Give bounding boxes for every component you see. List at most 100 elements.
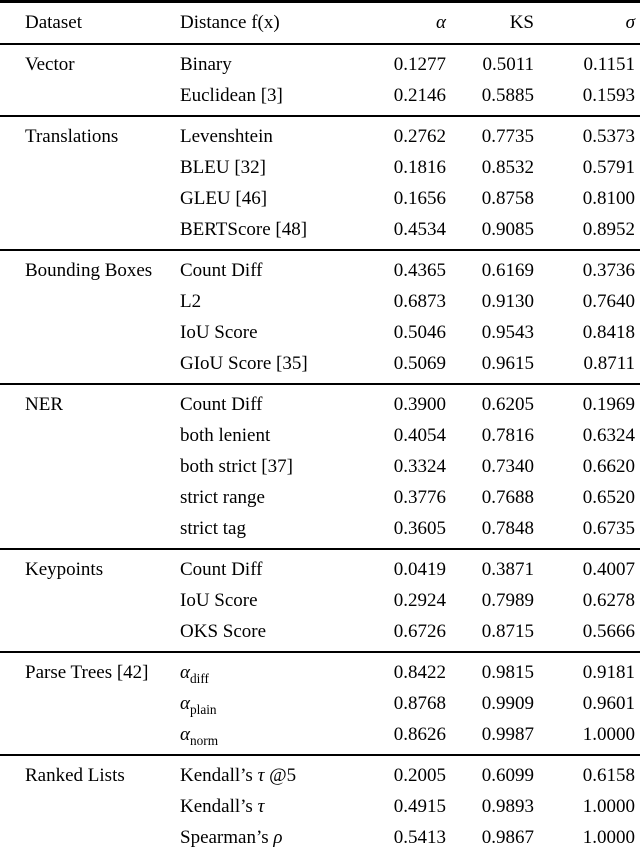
sigma-cell: 0.6278: [582, 589, 635, 611]
ks-cell: 0.8758: [481, 187, 534, 209]
alpha-cell: 0.2146: [393, 84, 446, 106]
sigma-cell: 0.5666: [582, 620, 635, 642]
table-row: NER Count Diff 0.3900 0.6205 0.1969: [0, 383, 640, 420]
sigma-cell: 0.8418: [582, 321, 635, 343]
ks-cell: 0.3871: [447, 548, 535, 585]
table-header: Dataset Distance f(x) α KS σ: [0, 1, 640, 45]
table-row: IoU Score 0.5046 0.9543 0.8418: [0, 317, 640, 348]
ks-cell: 0.7340: [481, 455, 534, 477]
alpha-cell: 0.5046: [393, 321, 446, 343]
ks-cell: 0.9867: [481, 826, 534, 848]
dataset-cell: [0, 152, 180, 183]
alpha-cell: 0.3605: [393, 517, 446, 539]
ks-cell: 0.7688: [481, 486, 534, 508]
alpha-cell: 0.4054: [393, 424, 446, 446]
table-row: GIoU Score [35] 0.5069 0.9615 0.8711: [0, 348, 640, 384]
table-row: Bounding Boxes Count Diff 0.4365 0.6169 0.37…: [0, 249, 640, 286]
ks-cell: 0.9615: [481, 352, 534, 374]
distance-cell: OKS Score: [180, 620, 267, 642]
dataset-cell: [0, 286, 180, 317]
dataset-cell: [0, 183, 180, 214]
distance-cell: GIoU Score [35]: [180, 352, 308, 374]
ks-cell: 0.9815: [447, 651, 535, 688]
sigma-cell: 1.0000: [582, 723, 635, 745]
sigma-cell: 0.7640: [582, 290, 635, 312]
table-row: αplain 0.8768 0.9909 0.9601: [0, 688, 640, 719]
table-row: αnorm 0.8626 0.9987 1.0000: [0, 719, 640, 755]
sigma-cell: 0.6158: [535, 754, 640, 791]
table-row: Vector Binary 0.1277 0.5011 0.1151: [0, 44, 640, 80]
distance-cell: BLEU [32]: [180, 156, 267, 178]
sigma-cell: 0.9181: [535, 651, 640, 688]
table-row: Ranked Lists Kendall’s τ @5 0.2005 0.6099 0.…: [0, 754, 640, 791]
distance-cell: Binary: [180, 53, 232, 75]
sigma-cell: 0.8711: [583, 352, 635, 374]
distance-cell: both lenient: [180, 424, 271, 446]
table-row: Translations Levenshtein 0.2762 0.7735 0.537…: [0, 115, 640, 152]
dataset-cell: NER: [0, 383, 180, 420]
dataset-cell: Keypoints: [0, 548, 180, 585]
alpha-cell: 0.4365: [380, 249, 447, 286]
table-row: BLEU [32] 0.1816 0.8532 0.5791: [0, 152, 640, 183]
ks-cell: 0.7735: [447, 115, 535, 152]
header-alpha: α: [380, 1, 447, 45]
ks-cell: 0.7989: [481, 589, 534, 611]
sigma-cell: 0.6620: [582, 455, 635, 477]
dataset-cell: Translations: [0, 115, 180, 152]
ks-cell: 0.9909: [481, 692, 534, 714]
sigma-cell: 0.3736: [535, 249, 640, 286]
table-row: Spearman’s ρ 0.5413 0.9867 1.0000: [0, 822, 640, 853]
distance-cell: αplain: [180, 692, 217, 717]
header-distance: Distance f(x): [180, 1, 380, 45]
alpha-cell: 0.0419: [380, 548, 447, 585]
sigma-cell: 0.8100: [582, 187, 635, 209]
dataset-cell: [0, 513, 180, 549]
distance-cell: Kendall’s τ @5: [180, 754, 380, 791]
alpha-cell: 0.4534: [393, 218, 446, 240]
alpha-cell: 0.5069: [393, 352, 446, 374]
alpha-cell: 0.5413: [393, 826, 446, 848]
ks-cell: 0.7848: [481, 517, 534, 539]
ks-cell: 0.6169: [447, 249, 535, 286]
dataset-cell: Vector: [25, 53, 75, 75]
ks-cell: 0.9130: [481, 290, 534, 312]
sigma-cell: 0.5373: [535, 115, 640, 152]
sigma-cell: 0.8952: [582, 218, 635, 240]
sigma-cell: 1.0000: [582, 826, 635, 848]
table-row: Keypoints Count Diff 0.0419 0.3871 0.4007: [0, 548, 640, 585]
header-dataset: Dataset: [0, 1, 180, 45]
dataset-cell: [0, 451, 180, 482]
distance-cell: BERTScore [48]: [180, 218, 308, 240]
alpha-cell: 0.3776: [393, 486, 446, 508]
sigma-cell: 0.1151: [583, 53, 635, 75]
distance-cell: αnorm: [180, 723, 219, 748]
dataset-cell: [0, 317, 180, 348]
alpha-cell: 0.3324: [393, 455, 446, 477]
table-row: strict range 0.3776 0.7688 0.6520: [0, 482, 640, 513]
distance-cell: Levenshtein: [180, 115, 380, 152]
ks-cell: 0.9543: [481, 321, 534, 343]
table-row: L2 0.6873 0.9130 0.7640: [0, 286, 640, 317]
ks-cell: 0.9987: [481, 723, 534, 745]
ks-cell: 0.9085: [481, 218, 534, 240]
distance-cell: Count Diff: [180, 249, 380, 286]
alpha-cell: 0.8422: [380, 651, 447, 688]
ks-cell: 0.6099: [447, 754, 535, 791]
ks-cell: 0.8715: [481, 620, 534, 642]
table-body: Vector Binary 0.1277 0.5011 0.1151 Euclidean …: [0, 44, 640, 853]
alpha-cell: 0.2762: [380, 115, 447, 152]
alpha-cell: 0.6726: [393, 620, 446, 642]
distance-cell: Count Diff: [180, 548, 380, 585]
header-ks: KS: [447, 1, 535, 45]
dataset-cell: [0, 348, 180, 384]
dataset-cell: [0, 616, 180, 652]
sigma-cell: 0.1969: [535, 383, 640, 420]
dataset-cell: [0, 80, 180, 116]
distance-cell: IoU Score: [180, 589, 258, 611]
dataset-cell: [0, 822, 180, 853]
ks-cell: 0.8532: [481, 156, 534, 178]
sigma-cell: 0.1593: [582, 84, 635, 106]
table-row: IoU Score 0.2924 0.7989 0.6278: [0, 585, 640, 616]
